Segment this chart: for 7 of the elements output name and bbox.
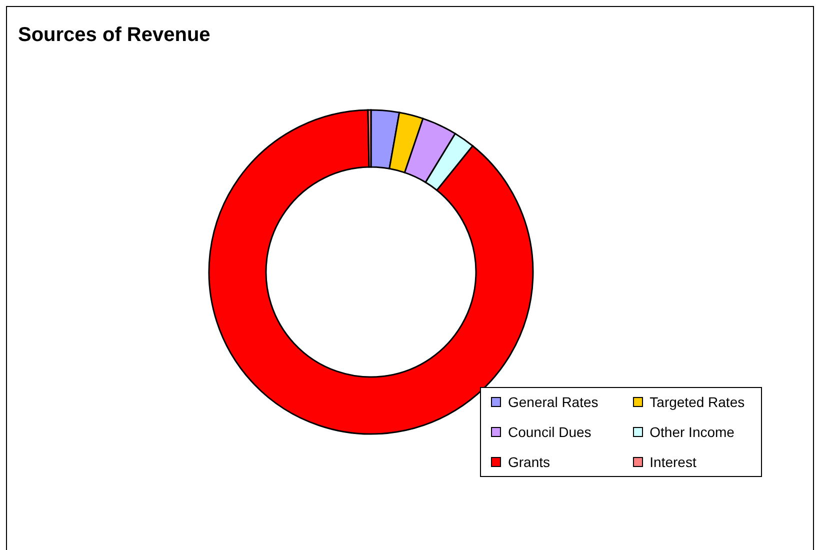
legend-label: General Rates	[508, 394, 598, 410]
legend-label: Other Income	[650, 424, 734, 440]
legend-label: Grants	[508, 454, 550, 470]
legend-label: Council Dues	[508, 424, 592, 440]
chart-title: Sources of Revenue	[18, 24, 210, 47]
legend-label: Targeted Rates	[650, 394, 745, 410]
legend-label: Interest	[650, 454, 696, 470]
